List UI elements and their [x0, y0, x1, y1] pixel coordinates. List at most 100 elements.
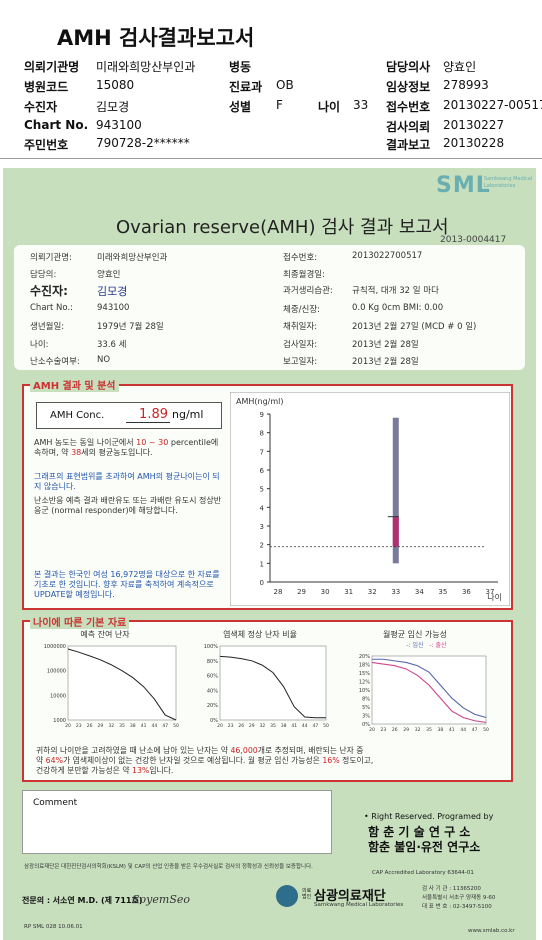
mini-y-tick-label: 20%	[207, 703, 218, 709]
info-label: 최종월경일:	[283, 270, 325, 280]
header-value: 33	[353, 98, 369, 112]
mini-chart-title: 예측 잔여 난자	[80, 629, 130, 639]
amh-conc-label: AMH Conc.	[50, 410, 105, 421]
x-tick-label: 31	[344, 588, 353, 596]
info-label: 의뢰기관명:	[30, 253, 72, 263]
mini-x-tick-label: 47	[162, 723, 168, 729]
mini-x-tick-label: 29	[249, 723, 255, 729]
header-label: 병동	[229, 60, 252, 74]
y-tick-label: 3	[260, 523, 264, 531]
mini-chart-title: 염색체 정상 난자 비율	[223, 629, 297, 639]
header-value: 20130228	[443, 136, 505, 150]
lab-code: 검 사 기 관 : 11365200	[422, 886, 481, 892]
amh-conc-box: AMH Conc. 1.89 ng/ml	[36, 402, 222, 429]
mini-x-tick-label: 38	[130, 723, 136, 729]
info-label: 과거생리습관:	[283, 286, 333, 296]
report-title: Ovarian reserve(AMH) 검사 결과 보고서	[116, 217, 449, 238]
header-label: 의뢰기관명	[24, 60, 80, 74]
y-tick-label: 9	[260, 411, 264, 419]
x-tick-label: 37	[486, 588, 495, 596]
rights-text: • Right Reserved. Programed by	[364, 812, 494, 821]
y-tick-label: 1	[260, 560, 264, 568]
mini-plot-area	[219, 645, 327, 721]
mini-y-tick-label: 10%	[359, 688, 370, 694]
amh-conc-unit: ng/ml	[172, 408, 204, 421]
mini-y-tick-label: 8%	[362, 697, 370, 703]
header-value: 278993	[443, 78, 489, 92]
header-label: 임상정보	[386, 80, 431, 94]
mini-y-tick-label: 40%	[207, 688, 218, 694]
info-label: 담당의:	[30, 270, 57, 280]
doctor-info: 전문의 : 서소연 M.D. (제 711호)	[22, 896, 143, 905]
mini-x-tick-label: 23	[76, 723, 82, 729]
legend-birth: -: 출산	[429, 641, 447, 649]
info-value: 양효인	[97, 270, 121, 280]
y-tick-label: 7	[260, 448, 264, 456]
mini-y-tick-label: 1000	[53, 718, 66, 724]
mini-x-tick-label: 32	[108, 723, 114, 729]
mini-y-tick-label: 18%	[359, 663, 370, 669]
iqr-bar	[392, 516, 399, 547]
cap-accreditation: CAP Accredited Laboratory 63644-01	[372, 870, 474, 876]
header-value: 양효인	[443, 60, 477, 74]
comment-box: Comment	[22, 790, 332, 854]
mini-y-tick-label: 80%	[207, 659, 218, 665]
y-tick-label: 2	[260, 542, 264, 550]
info-value: 2013022700517	[352, 251, 423, 261]
y-tick-label: 0	[260, 579, 264, 587]
mini-y-tick-label: 15%	[359, 671, 370, 677]
pregnancy-chance-chart: 월평균 임신 가능성 20% 18% 15% 12% 10% 8% 5% 3% 0%20 23 26 2…	[359, 629, 489, 733]
mini-y-tick-label: 0%	[210, 718, 218, 724]
mini-x-tick-label: 23	[228, 723, 234, 729]
y-tick-label: 8	[260, 430, 264, 438]
x-tick-label: 35	[438, 588, 447, 596]
header-label: 진료과	[229, 80, 263, 94]
accreditation-text: 삼광의료재단은 대한진단검사의학회(KSLM) 및 CAP의 산업 인증을 받은…	[24, 864, 313, 870]
info-label: 수진자:	[30, 284, 68, 298]
info-label: 나이:	[30, 340, 49, 350]
mini-x-tick-label: 29	[98, 723, 104, 729]
form-code: RP SML 028 10.06.01	[24, 924, 83, 930]
header-label: 접수번호	[386, 100, 431, 114]
info-value: 1979년 7월 28일	[97, 322, 164, 332]
x-tick-label: 30	[321, 588, 330, 596]
amh-analysis-note: 본 결과는 한국인 여성 16,972명을 대상으로 한 자료를 기초로 한 것…	[34, 570, 220, 599]
amh-section-title: AMH 결과 및 분석	[30, 377, 119, 392]
x-tick-label: 36	[462, 588, 471, 596]
header-label: Chart No.	[24, 118, 89, 132]
mini-x-tick-label: 44	[152, 723, 158, 729]
mini-x-tick-label: 26	[87, 723, 93, 729]
mini-x-tick-label: 32	[415, 727, 421, 733]
patient-info-box	[14, 245, 525, 370]
foundation-tag: 의료 법인	[302, 888, 312, 900]
header-label: 주민번호	[24, 138, 69, 152]
mini-x-tick-label: 50	[483, 727, 489, 733]
header-value: 943100	[96, 118, 142, 132]
y-tick-label: 6	[260, 467, 265, 475]
mini-x-tick-label: 35	[119, 723, 125, 729]
mini-x-tick-label: 44	[460, 727, 466, 733]
amh-conc-value: 1.89	[126, 407, 170, 423]
divider	[0, 158, 542, 159]
mini-x-tick-label: 41	[141, 723, 147, 729]
header-value: 790728-2******	[96, 136, 190, 150]
mini-y-tick-label: 5%	[362, 705, 370, 711]
foundation-name-en: Samkwang Medical Laboratories	[314, 902, 404, 908]
header-label: 병원코드	[24, 80, 69, 94]
legend-pregnancy: -: 임신	[406, 641, 423, 649]
mini-x-tick-label: 47	[313, 723, 319, 729]
sml-logo-subtitle: Samkwang Medical Laboratories	[484, 176, 533, 189]
mini-x-tick-label: 32	[260, 723, 266, 729]
range-bar	[392, 417, 399, 564]
chart-frame	[230, 392, 510, 606]
mini-x-tick-label: 26	[392, 727, 398, 733]
lab-phone: 대 표 번 호 : 02-3497-5100	[422, 904, 492, 910]
info-value: 2013년 2월 27일 (MCD # 0 일)	[352, 322, 477, 332]
x-tick-label: 28	[274, 588, 283, 596]
header-value: 미래와희망산부인과	[96, 60, 196, 74]
x-axis-label: 나이	[487, 592, 502, 602]
info-value: 미래와희망산부인과	[97, 253, 168, 263]
header-value: 20130227	[443, 118, 505, 132]
